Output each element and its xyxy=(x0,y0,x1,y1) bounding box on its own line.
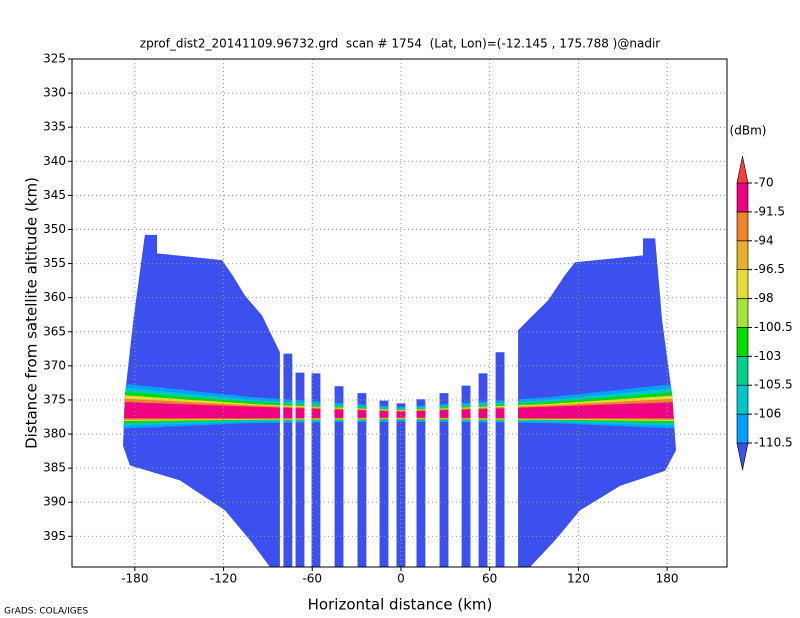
colorbar-label: -91.5 xyxy=(754,204,785,218)
y-tick-label: 355 xyxy=(43,256,66,270)
y-axis-label: Distance from satellite altitude (km) xyxy=(23,177,41,449)
y-tick-label: 370 xyxy=(43,358,66,372)
y-tick-label: 325 xyxy=(43,52,66,66)
colorbar-swatch xyxy=(736,356,749,386)
y-tick-label: 360 xyxy=(43,290,66,304)
x-tick-label: -120 xyxy=(210,572,237,586)
colorbar-swatch xyxy=(736,298,749,328)
x-tick-label: 60 xyxy=(482,572,497,586)
colorbar-label: -103 xyxy=(754,349,781,363)
colorbar-label: -105.5 xyxy=(754,378,793,392)
overlay: 325 330 335 340 345 350 355 360 365 370 375 380 385 3… xyxy=(43,52,728,586)
chart-title: zprof_dist2_20141109.96732.grd scan # 17… xyxy=(140,37,661,51)
colorbar-swatch xyxy=(736,442,749,471)
colorbar-label: -94 xyxy=(754,233,774,247)
colorbar-unit: (dBm) xyxy=(730,124,767,138)
echo-region xyxy=(379,400,389,567)
colorbar-swatch xyxy=(736,240,749,270)
y-tick-label: 340 xyxy=(43,154,66,168)
y-tick-label: 345 xyxy=(43,188,66,202)
y-tick-label: 395 xyxy=(43,529,66,543)
echo-region xyxy=(416,399,426,567)
y-tick-label: 380 xyxy=(43,427,66,441)
plot-frame xyxy=(71,58,728,568)
y-tick-label: 365 xyxy=(43,324,66,338)
echo-region xyxy=(283,353,293,567)
x-tick-label: 0 xyxy=(397,572,405,586)
colorbar-swatch xyxy=(736,327,749,357)
y-tick-label: 330 xyxy=(43,86,66,100)
echo-region xyxy=(439,393,449,567)
colorbar-swatch xyxy=(736,413,749,444)
echo-region xyxy=(334,386,344,567)
y-tick-label: 335 xyxy=(43,120,66,134)
colorbar-swatch xyxy=(736,182,749,213)
echo-region xyxy=(461,385,471,567)
colorbar-label: -100.5 xyxy=(754,320,793,334)
echo-region xyxy=(495,352,505,567)
echo-region xyxy=(357,393,367,567)
colorbar-label: -110.5 xyxy=(754,436,793,450)
colorbar-label: -96.5 xyxy=(754,262,785,276)
colorbar-label: -106 xyxy=(754,407,781,421)
x-tick-label: 180 xyxy=(656,572,679,586)
band xyxy=(123,383,676,429)
colorbar-label: -98 xyxy=(754,291,774,305)
colorbar-swatch xyxy=(736,211,749,242)
colorbar-label: -70 xyxy=(754,176,774,190)
echo-region xyxy=(396,403,406,567)
colorbar-swatch xyxy=(736,269,749,299)
footer: GrADS: COLA/IGES xyxy=(4,607,88,617)
x-tick-label: 120 xyxy=(567,572,590,586)
y-tick-label: 350 xyxy=(43,222,66,236)
colorbar-swatch xyxy=(736,155,749,184)
band-region xyxy=(123,401,676,419)
x-tick-label: -180 xyxy=(121,572,148,586)
y-tick-label: 390 xyxy=(43,495,66,509)
x-tick-label: -60 xyxy=(302,572,322,586)
colorbar-swatch xyxy=(736,384,749,415)
y-tick-label: 385 xyxy=(43,461,66,475)
x-axis-label: Horizontal distance (km) xyxy=(308,596,493,614)
y-tick-label: 375 xyxy=(43,392,66,406)
